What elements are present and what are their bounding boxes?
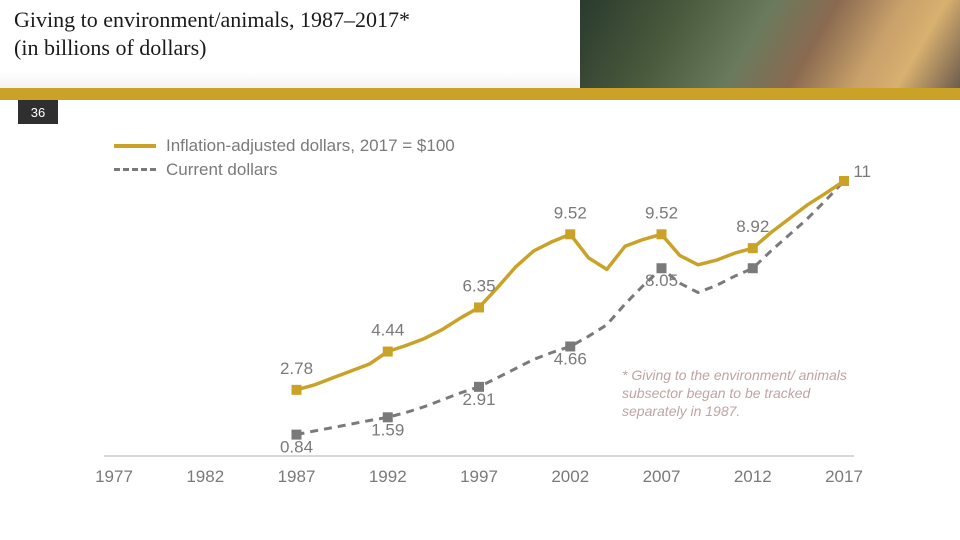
chart-footnote: * Giving to the environment/ animals sub… [622, 366, 862, 421]
value-label: 8.05 [645, 271, 678, 290]
value-label: 9.52 [645, 203, 678, 222]
marker-solid [657, 229, 667, 239]
value-label: 8.92 [736, 217, 769, 236]
x-tick-label: 2007 [643, 467, 681, 486]
page-number: 36 [31, 105, 45, 120]
slide-header: Giving to environment/animals, 1987–2017… [0, 0, 960, 100]
value-label: 0.84 [280, 438, 313, 457]
marker-solid [748, 243, 758, 253]
value-label: 9.52 [554, 203, 587, 222]
x-tick-label: 1982 [186, 467, 224, 486]
header-photo [580, 0, 960, 90]
x-tick-label: 1992 [369, 467, 407, 486]
x-tick-label: 1987 [278, 467, 316, 486]
marker-dash [748, 263, 758, 273]
title-line-1: Giving to environment/animals, 1987–2017… [14, 6, 410, 34]
marker-solid [292, 385, 302, 395]
value-label: 4.44 [371, 321, 404, 340]
marker-solid [474, 302, 484, 312]
marker-solid [839, 176, 849, 186]
gold-accent-bar [0, 88, 960, 100]
value-label: 2.91 [462, 390, 495, 409]
x-tick-label: 2002 [551, 467, 589, 486]
title-line-2: (in billions of dollars) [14, 34, 410, 62]
x-tick-label: 2017 [825, 467, 863, 486]
chart-svg: 1977 1982 1987 1992 1997 2002 2007 2012 2017 2.78… [86, 134, 872, 500]
value-label: 2.78 [280, 359, 313, 378]
x-tick-label: 2012 [734, 467, 772, 486]
x-tick-label: 1977 [95, 467, 133, 486]
value-label: 4.66 [554, 349, 587, 368]
x-tick-label: 1997 [460, 467, 498, 486]
value-label: 6.35 [462, 276, 495, 295]
marker-solid [565, 229, 575, 239]
marker-solid [383, 347, 393, 357]
value-label: 11.83 [853, 162, 872, 181]
page-number-tab: 36 [18, 100, 58, 124]
value-label: 1.59 [371, 420, 404, 439]
slide-title: Giving to environment/animals, 1987–2017… [14, 6, 410, 61]
chart-area: Inflation-adjusted dollars, 2017 = $100 … [86, 134, 872, 500]
